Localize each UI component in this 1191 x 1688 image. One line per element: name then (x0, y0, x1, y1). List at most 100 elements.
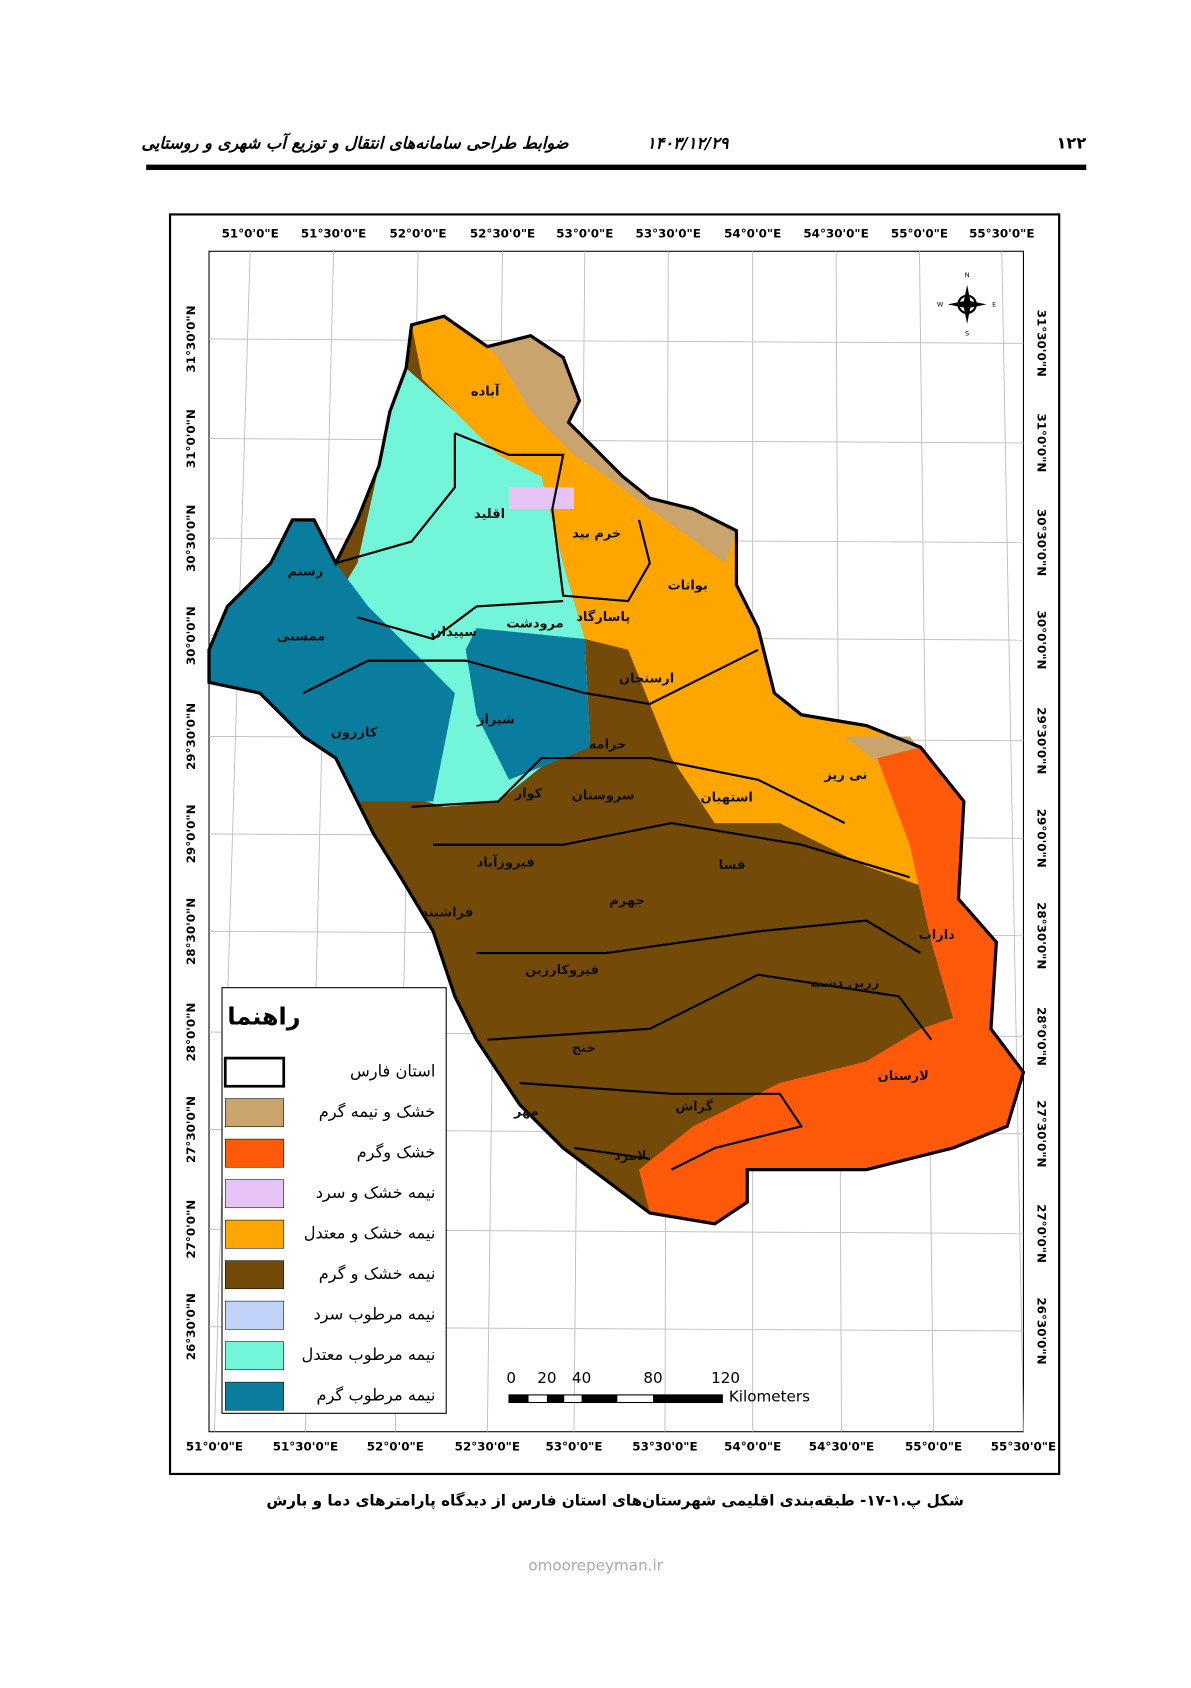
county-label: استهبان (701, 791, 753, 806)
header-date: ۱۴۰۳/۱۲/۲۹ (647, 134, 730, 153)
lat-label-left: 28°0'0"N (184, 1003, 198, 1062)
county-label: داراب (919, 928, 955, 943)
scale-bar-segment (509, 1394, 529, 1403)
lat-label-left: 30°0'0"N (184, 606, 198, 665)
compass-arrows (947, 284, 987, 324)
county-border (433, 821, 911, 879)
county-label: خنج (572, 1041, 596, 1056)
compass-letter: N (965, 271, 970, 279)
legend-label: نیمه مرطوب معتدل (302, 1345, 436, 1365)
legend-label: نیمه خشک و گرم (319, 1264, 436, 1284)
compass-letter: W (937, 300, 944, 308)
county-border (454, 432, 651, 603)
legend-swatch (224, 1098, 285, 1128)
lon-label-bottom: 54°0'0"E (724, 1439, 781, 1453)
lon-label-top: 52°30'0"E (470, 226, 535, 240)
county-label: نی ریز (823, 768, 867, 783)
county-label: فسا (719, 858, 746, 873)
lon-label-top: 52°0'0"E (389, 226, 446, 240)
county-border (411, 757, 846, 825)
scale-label: 80 (643, 1369, 662, 1387)
lat-label-left: 26°30'0"N (184, 1293, 198, 1360)
header-title: ضوابط طراحی سامانه‌های انتقال و توزیع آب… (141, 133, 569, 154)
legend-swatch (224, 1219, 285, 1249)
county-label: مرودشت (506, 616, 563, 631)
lat-label-right: 28°0'0"N (1034, 1007, 1048, 1066)
legend-swatch (224, 1138, 285, 1168)
lat-label-left: 27°30'0"N (184, 1096, 198, 1163)
lat-label-left: 28°30'0"N (184, 898, 198, 965)
lon-label-bottom: 51°30'0"E (273, 1439, 338, 1453)
county-label: قیروکارزین (525, 963, 599, 978)
scale-label: 40 (572, 1369, 591, 1387)
county-label: بوانات (668, 578, 708, 593)
county-label: زرین دشت (810, 976, 879, 991)
legend-swatch (224, 1300, 285, 1330)
lon-label-bottom: 53°30'0"E (632, 1439, 697, 1453)
parallel (209, 438, 1024, 444)
lon-label-top: 54°30'0"E (803, 226, 868, 240)
climate-zone (209, 519, 455, 802)
county-border (476, 919, 922, 955)
watermark: omoorepeyman.ir (528, 1557, 663, 1575)
climate-zone (638, 747, 1024, 1224)
county-label: لامرد (614, 1149, 646, 1164)
legend-swatch (224, 1179, 285, 1209)
lon-label-bottom: 53°0'0"E (545, 1439, 602, 1453)
legend-label: خشک و نیمه گرم (319, 1102, 436, 1122)
lat-label-left: 29°30'0"N (184, 703, 198, 770)
county-label: گراش (675, 1098, 713, 1114)
county-label: پاسارگاد (576, 609, 630, 625)
county-label: آباده (471, 383, 500, 400)
page-number: ۱۲۲ (1057, 134, 1087, 153)
lat-label-left: 27°0'0"N (184, 1200, 198, 1259)
lon-label-top: 51°30'0"E (301, 226, 366, 240)
compass-letter: S (965, 330, 969, 338)
county-label: فراشبند (421, 905, 473, 920)
scale-bar-segment (653, 1394, 723, 1403)
lat-label-left: 30°30'0"N (184, 505, 198, 572)
county-border (335, 433, 456, 565)
county-label: سروستان (572, 789, 635, 804)
county-border (302, 648, 759, 706)
county-label: کازرون (331, 726, 378, 741)
county-label: مهر (513, 1105, 539, 1120)
lon-label-top: 51°0'0"E (222, 226, 279, 240)
lat-label-right: 29°30'0"N (1034, 707, 1048, 774)
scale-bar-segment (546, 1394, 565, 1403)
county-label: کوار (514, 786, 543, 801)
lat-label-right: 31°0'0"N (1034, 413, 1048, 472)
lon-label-bottom: 52°0'0"E (367, 1439, 424, 1453)
compass-letter: E (992, 300, 996, 308)
lat-label-left: 31°30'0"N (184, 305, 198, 372)
climate-zone (465, 628, 591, 780)
legend-label: نیمه مرطوب سرد (313, 1305, 435, 1325)
lat-label-right: 27°30'0"N (1034, 1100, 1048, 1167)
lon-label-bottom: 51°0'0"E (186, 1439, 243, 1453)
province-outline (207, 314, 1026, 1226)
lon-label-top: 54°0'0"E (724, 226, 781, 240)
county-border (487, 973, 933, 1041)
county-border (357, 599, 564, 641)
county-label: خرم بید (572, 526, 621, 541)
scale-label: 20 (537, 1369, 556, 1387)
county-label: جهرم (609, 894, 645, 909)
county-label: اقلید (474, 507, 505, 522)
scale-label: 120 (711, 1369, 740, 1387)
scale-unit: Kilometers (729, 1388, 810, 1406)
meridian (214, 251, 251, 1432)
lat-label-left: 29°0'0"N (184, 804, 198, 863)
legend-label: خشک وگرم (357, 1143, 436, 1163)
lon-label-bottom: 55°30'0"E (991, 1439, 1056, 1453)
lon-label-top: 55°0'0"E (891, 226, 948, 240)
county-label: خرامه (589, 738, 627, 753)
legend-label: استان فارس (350, 1062, 435, 1082)
lon-label-top: 53°30'0"E (636, 226, 701, 240)
legend-swatch (223, 1056, 286, 1088)
lat-label-right: 31°30'0"N (1034, 310, 1048, 377)
map-area (208, 250, 1024, 1433)
climate-zone (411, 316, 959, 899)
legend-swatch (224, 1260, 285, 1290)
